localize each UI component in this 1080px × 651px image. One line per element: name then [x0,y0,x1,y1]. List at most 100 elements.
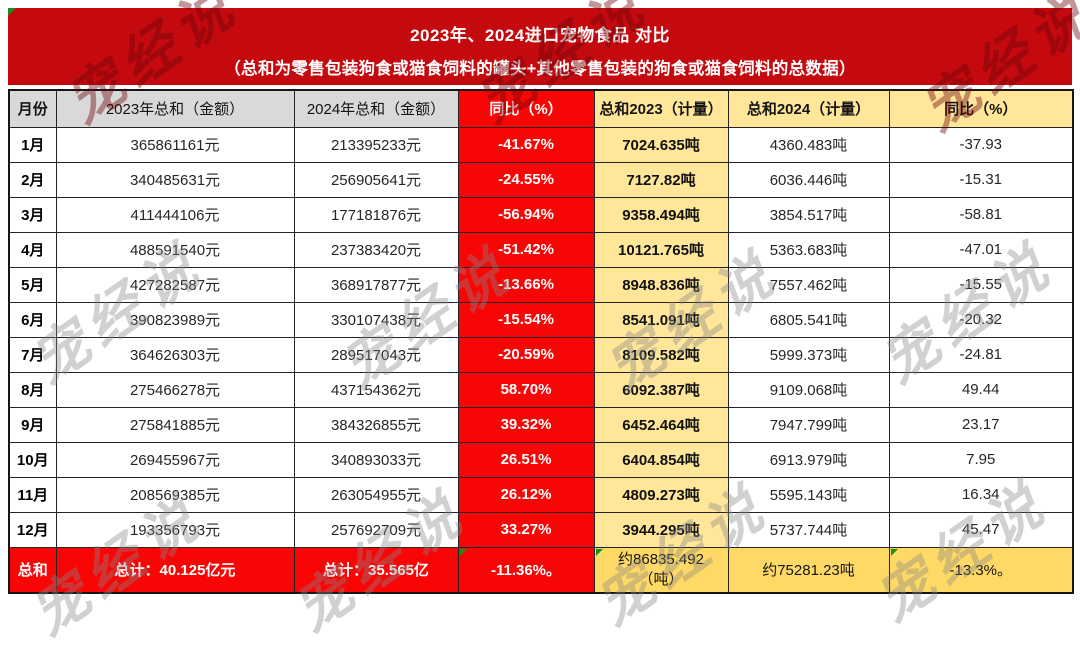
amount-2023-cell: 488591540元 [55,231,295,268]
qty-2024-cell: 5595.143吨 [727,476,890,513]
col-header-yoy-qty: 同比（%） [888,89,1074,128]
totals-row: 总和 总计：40.125亿元 总计：35.565亿 -11.36%。 约8683… [8,546,1074,594]
month-cell: 4月 [8,231,57,268]
yoy-qty-cell: -58.81 [888,196,1074,233]
amount-2024-cell: 340893033元 [293,441,459,478]
totals-label: 总和 [8,546,57,594]
qty-2023-cell: 9358.494吨 [593,196,729,233]
amount-2024-cell: 177181876元 [293,196,459,233]
amount-2024-cell: 384326855元 [293,406,459,443]
totals-qty-2023: 约86835.492 （吨） [593,546,729,594]
table-row: 3月 411444106元 177181876元 -56.94% 9358.494吨 38… [8,196,1074,233]
col-header-amount-2023: 2023年总和（金额） [55,89,295,128]
error-marker-icon [890,548,898,556]
yoy-qty-cell: -20.32 [888,301,1074,338]
totals-amount-2023: 总计：40.125亿元 [55,546,295,594]
table-row: 8月 275466278元 437154362元 58.70% 6092.387吨 910… [8,371,1074,408]
qty-2024-cell: 5999.373吨 [727,336,890,373]
qty-2024-cell: 6036.446吨 [727,161,890,198]
month-cell: 12月 [8,511,57,548]
month-cell: 1月 [8,126,57,163]
amount-2023-cell: 364626303元 [55,336,295,373]
qty-2023-cell: 8948.836吨 [593,266,729,303]
totals-qty-2024: 约75281.23吨 [727,546,890,594]
qty-2023-cell: 6452.464吨 [593,406,729,443]
month-cell: 7月 [8,336,57,373]
amount-2024-cell: 257692709元 [293,511,459,548]
qty-2024-cell: 7557.462吨 [727,266,890,303]
yoy-amount-cell: -13.66% [457,266,595,303]
sheet-corner-marker-icon [8,8,16,16]
col-header-yoy-amount: 同比（%） [457,89,595,128]
col-header-qty-2024: 总和2024（计量） [727,89,890,128]
error-marker-icon [459,548,467,556]
month-cell: 10月 [8,441,57,478]
col-header-qty-2023: 总和2023（计量） [593,89,729,128]
month-cell: 5月 [8,266,57,303]
qty-2024-cell: 3854.517吨 [727,196,890,233]
amount-2024-cell: 263054955元 [293,476,459,513]
amount-2023-cell: 208569385元 [55,476,295,513]
month-cell: 9月 [8,406,57,443]
qty-2023-cell: 6092.387吨 [593,371,729,408]
amount-2024-cell: 368917877元 [293,266,459,303]
totals-yoy-amount: -11.36%。 [457,546,595,594]
totals-yoy-qty: -13.3%。 [888,546,1074,594]
amount-2023-cell: 411444106元 [55,196,295,233]
yoy-amount-cell: -20.59% [457,336,595,373]
yoy-amount-cell: -41.67% [457,126,595,163]
qty-2024-cell: 9109.068吨 [727,371,890,408]
yoy-qty-cell: 7.95 [888,441,1074,478]
amount-2024-cell: 289517043元 [293,336,459,373]
error-marker-icon [595,548,603,556]
amount-2023-cell: 193356793元 [55,511,295,548]
yoy-qty-cell: -24.81 [888,336,1074,373]
yoy-qty-cell: 23.17 [888,406,1074,443]
qty-2024-cell: 4360.483吨 [727,126,890,163]
table-row: 12月 193356793元 257692709元 33.27% 3944.295吨 57… [8,511,1074,548]
qty-2023-cell: 8109.582吨 [593,336,729,373]
amount-2023-cell: 275841885元 [55,406,295,443]
amount-2024-cell: 237383420元 [293,231,459,268]
yoy-amount-cell: 58.70% [457,371,595,408]
yoy-qty-cell: 45.47 [888,511,1074,548]
qty-2023-cell: 7127.82吨 [593,161,729,198]
qty-2024-cell: 5737.744吨 [727,511,890,548]
table-row: 2月 340485631元 256905641元 -24.55% 7127.82吨 603… [8,161,1074,198]
qty-2024-cell: 7947.799吨 [727,406,890,443]
qty-2023-cell: 8541.091吨 [593,301,729,338]
table-body: 1月 365861161元 213395233元 -41.67% 7024.635吨 43… [8,126,1074,548]
month-cell: 6月 [8,301,57,338]
yoy-qty-cell: 49.44 [888,371,1074,408]
amount-2023-cell: 390823989元 [55,301,295,338]
month-cell: 3月 [8,196,57,233]
yoy-amount-cell: 26.12% [457,476,595,513]
amount-2024-cell: 256905641元 [293,161,459,198]
amount-2023-cell: 427282587元 [55,266,295,303]
yoy-amount-cell: 39.32% [457,406,595,443]
qty-2023-cell: 10121.765吨 [593,231,729,268]
qty-2023-cell: 6404.854吨 [593,441,729,478]
totals-qty-2023-value: 约86835.492 [618,551,704,569]
col-header-amount-2024: 2024年总和（金额） [293,89,459,128]
amount-2023-cell: 275466278元 [55,371,295,408]
amount-2023-cell: 365861161元 [55,126,295,163]
table-row: 1月 365861161元 213395233元 -41.67% 7024.635吨 43… [8,126,1074,163]
amount-2024-cell: 330107438元 [293,301,459,338]
totals-yoy-amount-value: -11.36%。 [490,562,562,580]
yoy-qty-cell: 16.34 [888,476,1074,513]
table-row: 9月 275841885元 384326855元 39.32% 6452.464吨 794… [8,406,1074,443]
yoy-amount-cell: -24.55% [457,161,595,198]
col-header-month: 月份 [8,89,57,128]
qty-2024-cell: 6805.541吨 [727,301,890,338]
yoy-qty-cell: -47.01 [888,231,1074,268]
totals-yoy-qty-value: -13.3%。 [949,562,1013,580]
table-row: 10月 269455967元 340893033元 26.51% 6404.854吨 69… [8,441,1074,478]
qty-2023-cell: 4809.273吨 [593,476,729,513]
infographic: 2023年、2024进口宠物食品 对比 （总和为零售包装狗食或猫食饲料的罐头+其… [8,0,1080,647]
amount-2023-cell: 340485631元 [55,161,295,198]
month-cell: 2月 [8,161,57,198]
yoy-qty-cell: -15.31 [888,161,1074,198]
title-banner: 2023年、2024进口宠物食品 对比 （总和为零售包装狗食或猫食饲料的罐头+其… [8,8,1072,85]
comparison-table: 月份 2023年总和（金额） 2024年总和（金额） 同比（%） 总和2023（… [8,89,1074,594]
